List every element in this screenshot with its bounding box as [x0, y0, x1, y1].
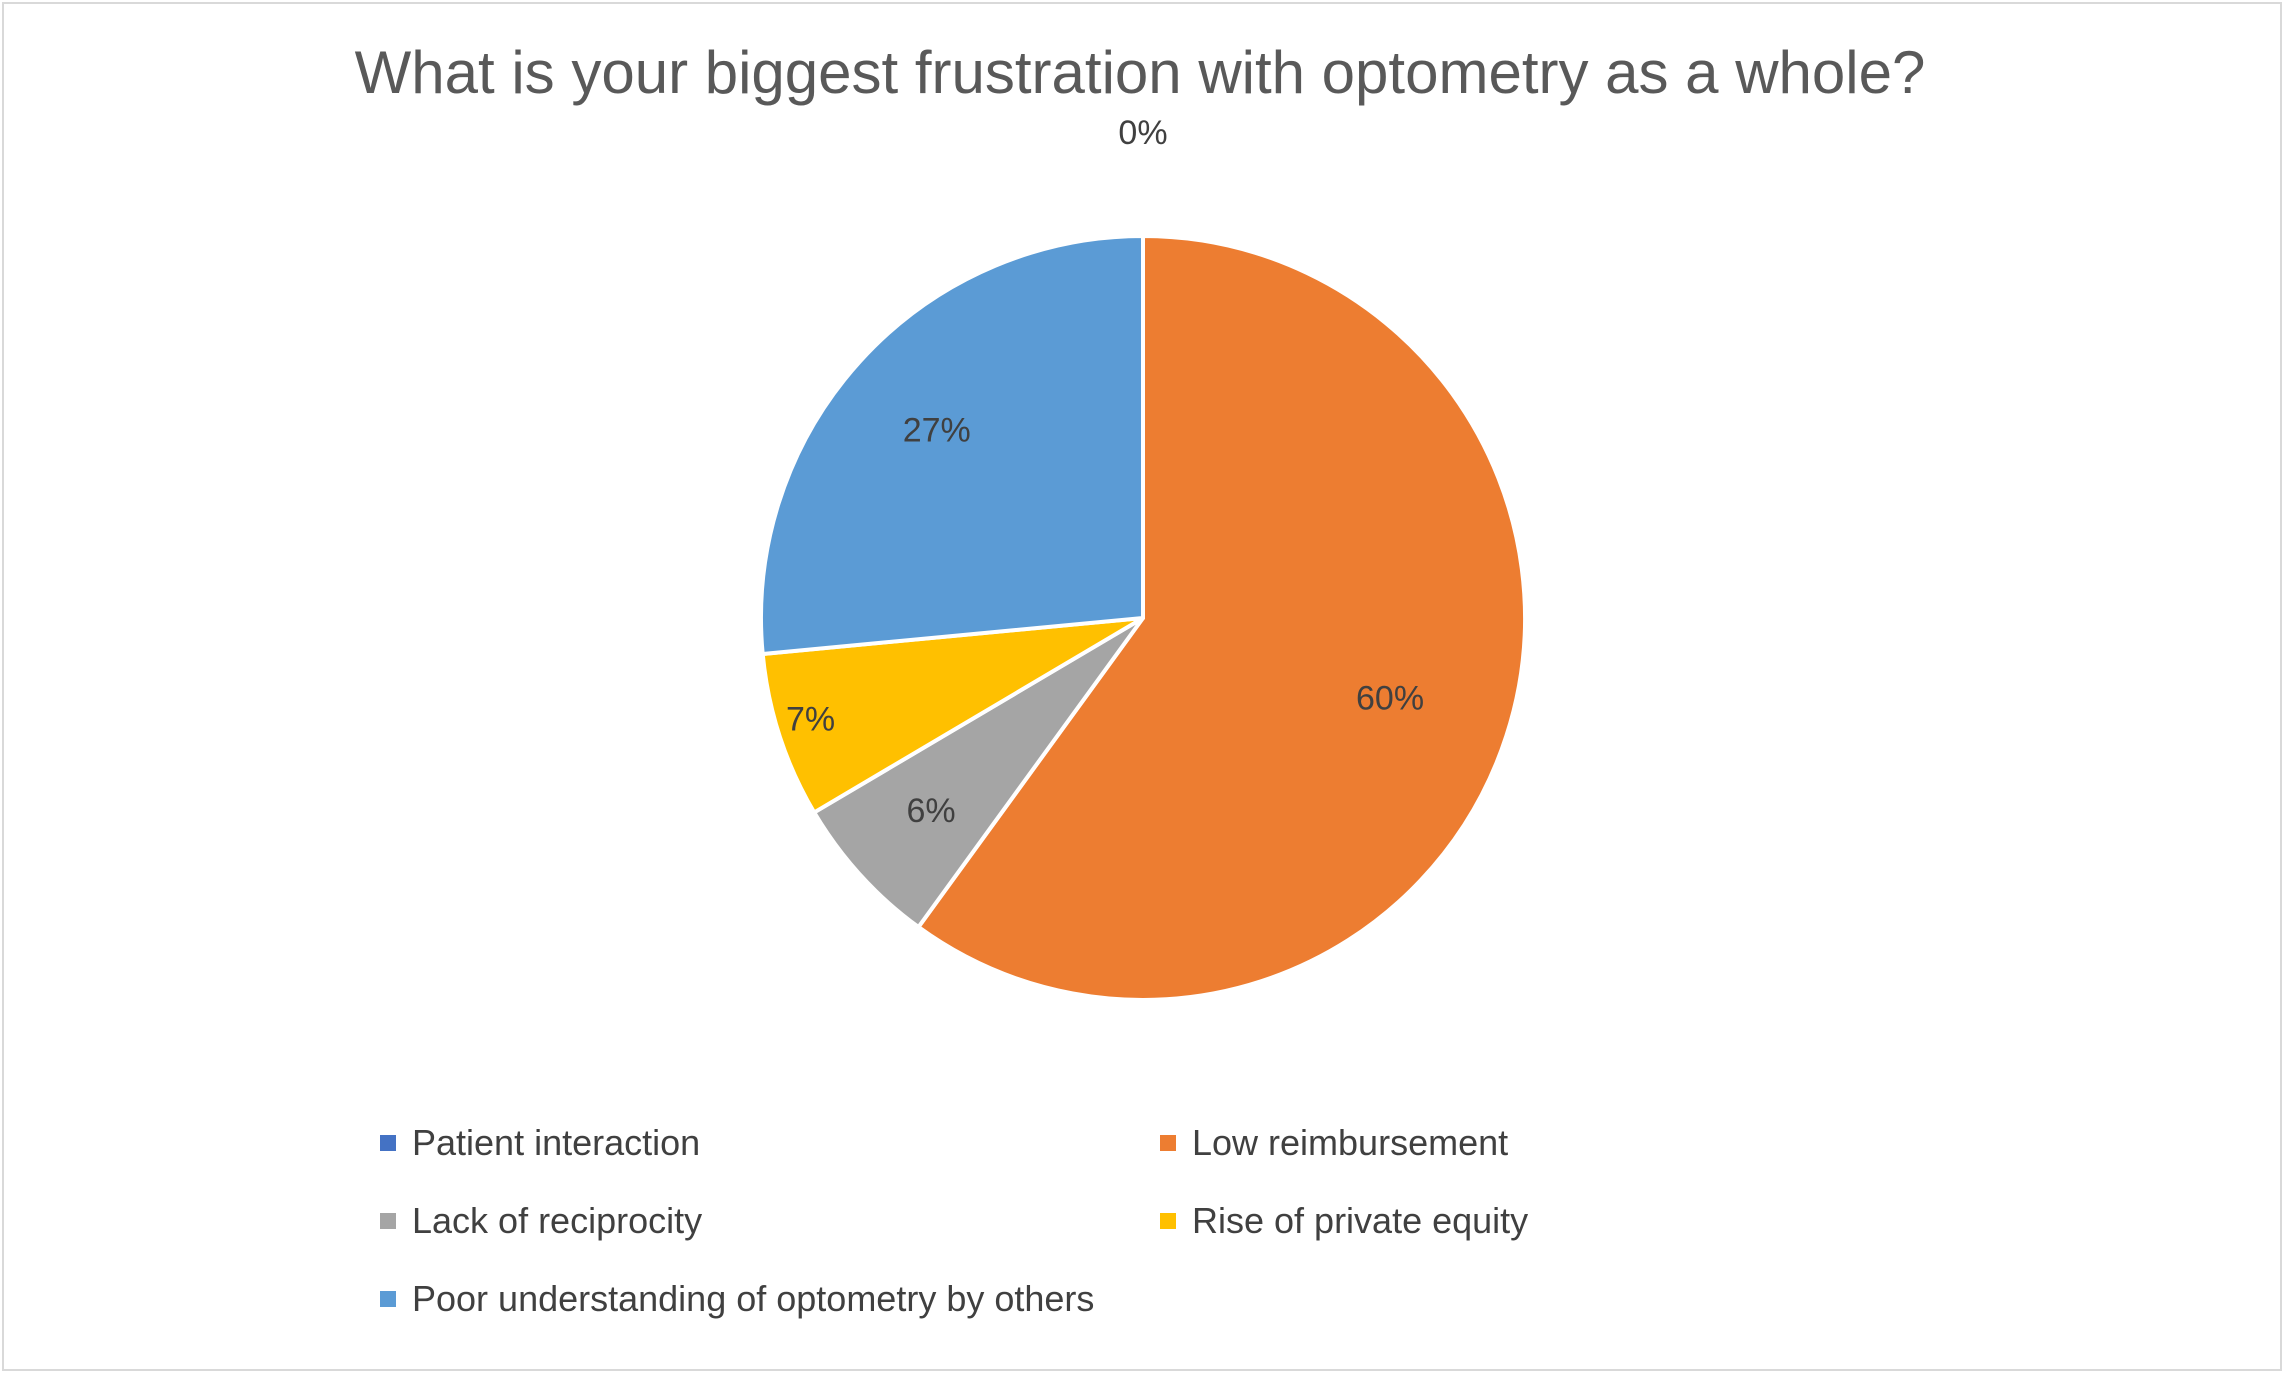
legend-swatch	[380, 1135, 396, 1151]
legend-item-patient-interaction: Patient interaction	[380, 1122, 1160, 1164]
legend-swatch	[1160, 1213, 1176, 1229]
pie-slice-lack-of-reciprocity	[812, 616, 1145, 930]
pie-data-labels: 0% 60% 6% 7% 27%	[786, 114, 1424, 830]
pie-slices	[759, 234, 1527, 1002]
legend-label: Patient interaction	[412, 1122, 701, 1163]
legend-swatch	[380, 1213, 396, 1229]
data-label-poor-understanding-of-optometry-by-others: 27%	[903, 411, 971, 449]
legend: Patient interaction Low reimbursement La…	[380, 1122, 2080, 1320]
legend-item-low-reimbursement: Low reimbursement	[1160, 1122, 1940, 1164]
legend-label: Low reimbursement	[1192, 1122, 1509, 1163]
legend-label: Lack of reciprocity	[412, 1200, 703, 1241]
legend-item-poor-understanding: Poor understanding of optometry by other…	[380, 1278, 1160, 1320]
data-label-rise-of-private-equity: 7%	[786, 701, 835, 739]
chart-title: What is your biggest frustration with op…	[354, 39, 1926, 106]
pie-slice-low-reimbursement	[916, 234, 1527, 1002]
legend-swatch	[1160, 1135, 1176, 1151]
pie-slice-poor-understanding-of-optometry-by-others	[759, 234, 1145, 656]
data-label-low-reimbursement: 60%	[1356, 679, 1424, 717]
data-label-lack-of-reciprocity: 6%	[907, 792, 956, 830]
legend-label: Poor understanding of optometry by other…	[412, 1278, 1095, 1319]
legend-item-lack-of-reciprocity: Lack of reciprocity	[380, 1200, 1160, 1242]
data-label-patient-interaction: 0%	[1118, 114, 1167, 152]
legend-swatch	[380, 1291, 396, 1307]
legend-item-rise-of-private-equity: Rise of private equity	[1160, 1200, 1940, 1242]
pie-slice-rise-of-private-equity	[760, 616, 1145, 815]
legend-label: Rise of private equity	[1192, 1200, 1529, 1241]
